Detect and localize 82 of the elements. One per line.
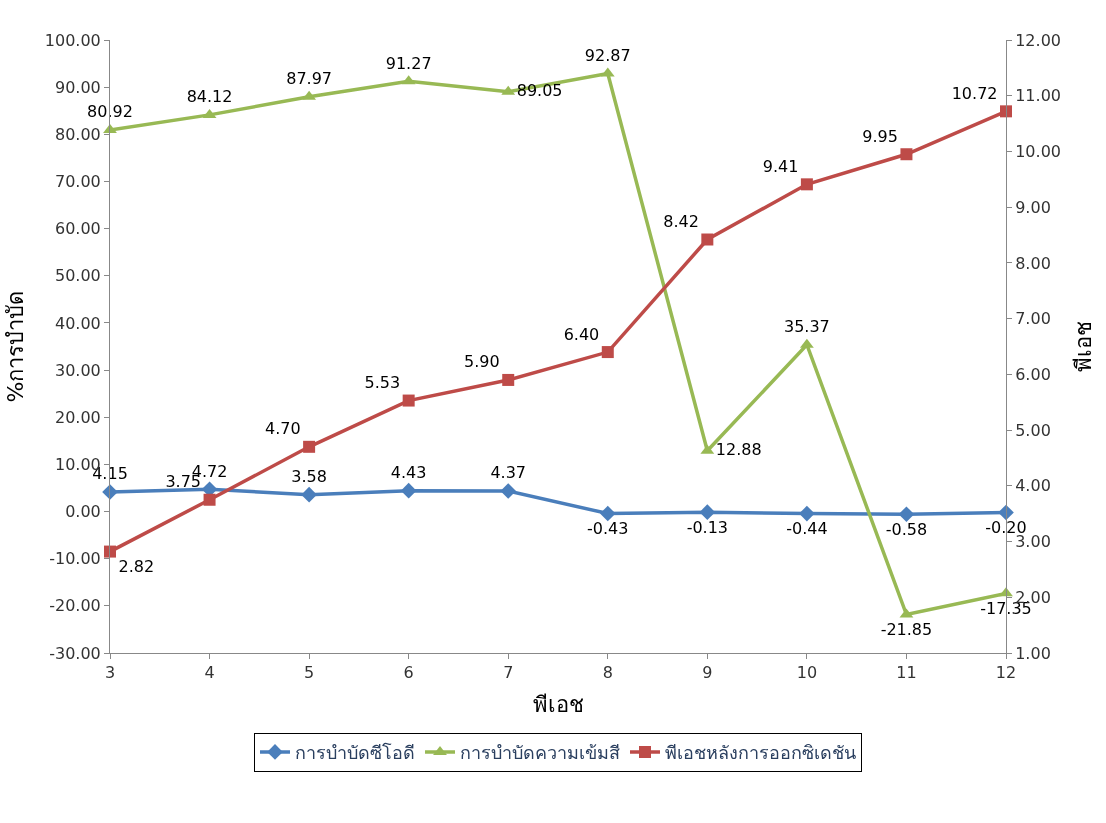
x-tick-label: 11 <box>896 663 917 683</box>
data-label: 84.12 <box>186 87 233 107</box>
x-tick-label: 9 <box>702 663 713 683</box>
y-tick-label: 60.00 <box>54 219 101 239</box>
point <box>799 505 815 522</box>
data-label: 80.92 <box>87 102 133 122</box>
point <box>699 504 716 520</box>
y-tick-label: 40.00 <box>54 313 101 333</box>
point <box>303 440 316 453</box>
point <box>402 394 415 407</box>
point <box>502 373 515 386</box>
x-tick-label: 10 <box>796 663 818 683</box>
point <box>701 233 714 246</box>
y-axis-title: %การบำบัด <box>2 290 28 403</box>
point <box>998 504 1014 521</box>
data-label: 5.53 <box>364 373 401 393</box>
data-label: 35.37 <box>783 317 830 337</box>
y2-tick-label: 10.00 <box>1015 142 1062 162</box>
x-tick-label: 6 <box>403 663 414 683</box>
point <box>900 148 913 161</box>
data-label: 87.97 <box>286 69 333 89</box>
data-label: -0.13 <box>686 517 729 537</box>
data-label: 2.82 <box>118 557 155 577</box>
data-label: 92.87 <box>584 46 631 66</box>
x-tick-label: 5 <box>304 663 315 683</box>
x-tick-label: 4 <box>204 663 215 683</box>
y2-tick-label: 8.00 <box>1015 253 1051 273</box>
y-tick-label: 20.00 <box>54 407 101 427</box>
point <box>800 178 813 191</box>
x-tick-label: 3 <box>104 663 116 683</box>
point <box>599 505 616 522</box>
y2-tick-label: 4.00 <box>1015 476 1051 496</box>
y2-tick-label: 3.00 <box>1015 532 1051 552</box>
y-tick-label: -20.00 <box>49 596 101 616</box>
data-label: -21.85 <box>880 620 933 640</box>
y2-tick-label: 7.00 <box>1015 309 1051 329</box>
point <box>898 506 915 523</box>
x-tick-label: 8 <box>602 663 613 683</box>
data-label: 8.42 <box>663 212 699 231</box>
legend-label: การบำบัดซีโอดี <box>295 741 415 763</box>
point <box>400 482 417 499</box>
data-label: 5.90 <box>464 352 500 372</box>
y2-tick-label: 6.00 <box>1015 364 1051 384</box>
point <box>203 493 216 506</box>
x-axis-title: พีเอช <box>532 692 584 718</box>
y-tick-label: 70.00 <box>54 172 101 192</box>
data-label: 9.41 <box>762 156 799 176</box>
x-tick-label: 12 <box>995 663 1017 683</box>
data-label: 10.72 <box>951 83 998 103</box>
point <box>301 486 317 503</box>
data-label: 9.95 <box>862 126 898 146</box>
data-label: -0.58 <box>885 519 928 539</box>
y-tick-label: 50.00 <box>54 266 101 286</box>
y-tick-label: 90.00 <box>54 77 101 97</box>
data-label: 4.37 <box>490 463 527 483</box>
y2-tick-label: 11.00 <box>1015 86 1062 106</box>
data-label: 6.40 <box>563 324 600 344</box>
legend-label: การบำบัดความเข้มสี <box>460 741 620 763</box>
y2-tick-label: 12.00 <box>1015 30 1062 50</box>
point <box>500 483 517 499</box>
x-tick-label: 7 <box>503 663 514 683</box>
y-tick-label: 30.00 <box>54 360 101 380</box>
data-label: 3.58 <box>291 467 327 487</box>
y2-tick-label: 5.00 <box>1015 420 1051 440</box>
y2-tick-label: 9.00 <box>1015 197 1051 217</box>
y2-axis-title: พีเอช <box>1070 321 1096 372</box>
point <box>601 346 614 359</box>
point <box>1000 105 1012 118</box>
y-tick-label: 100.00 <box>44 30 101 50</box>
y-tick-label: -10.00 <box>49 549 101 569</box>
data-label: 12.88 <box>715 439 762 459</box>
y2-tick-label: 1.00 <box>1015 643 1051 663</box>
data-label: 4.43 <box>390 463 427 483</box>
legend-label: พีเอชหลังการออกซิเดชัน <box>665 741 856 763</box>
data-label: 4.70 <box>264 419 301 439</box>
y-tick-label: -30.00 <box>49 643 101 663</box>
data-label: 91.27 <box>385 53 432 73</box>
point <box>104 545 116 558</box>
data-label: -0.44 <box>786 519 828 539</box>
y-tick-label: 80.00 <box>54 124 101 144</box>
data-label: -0.43 <box>587 519 629 539</box>
y-tick-label: 0.00 <box>65 502 101 522</box>
